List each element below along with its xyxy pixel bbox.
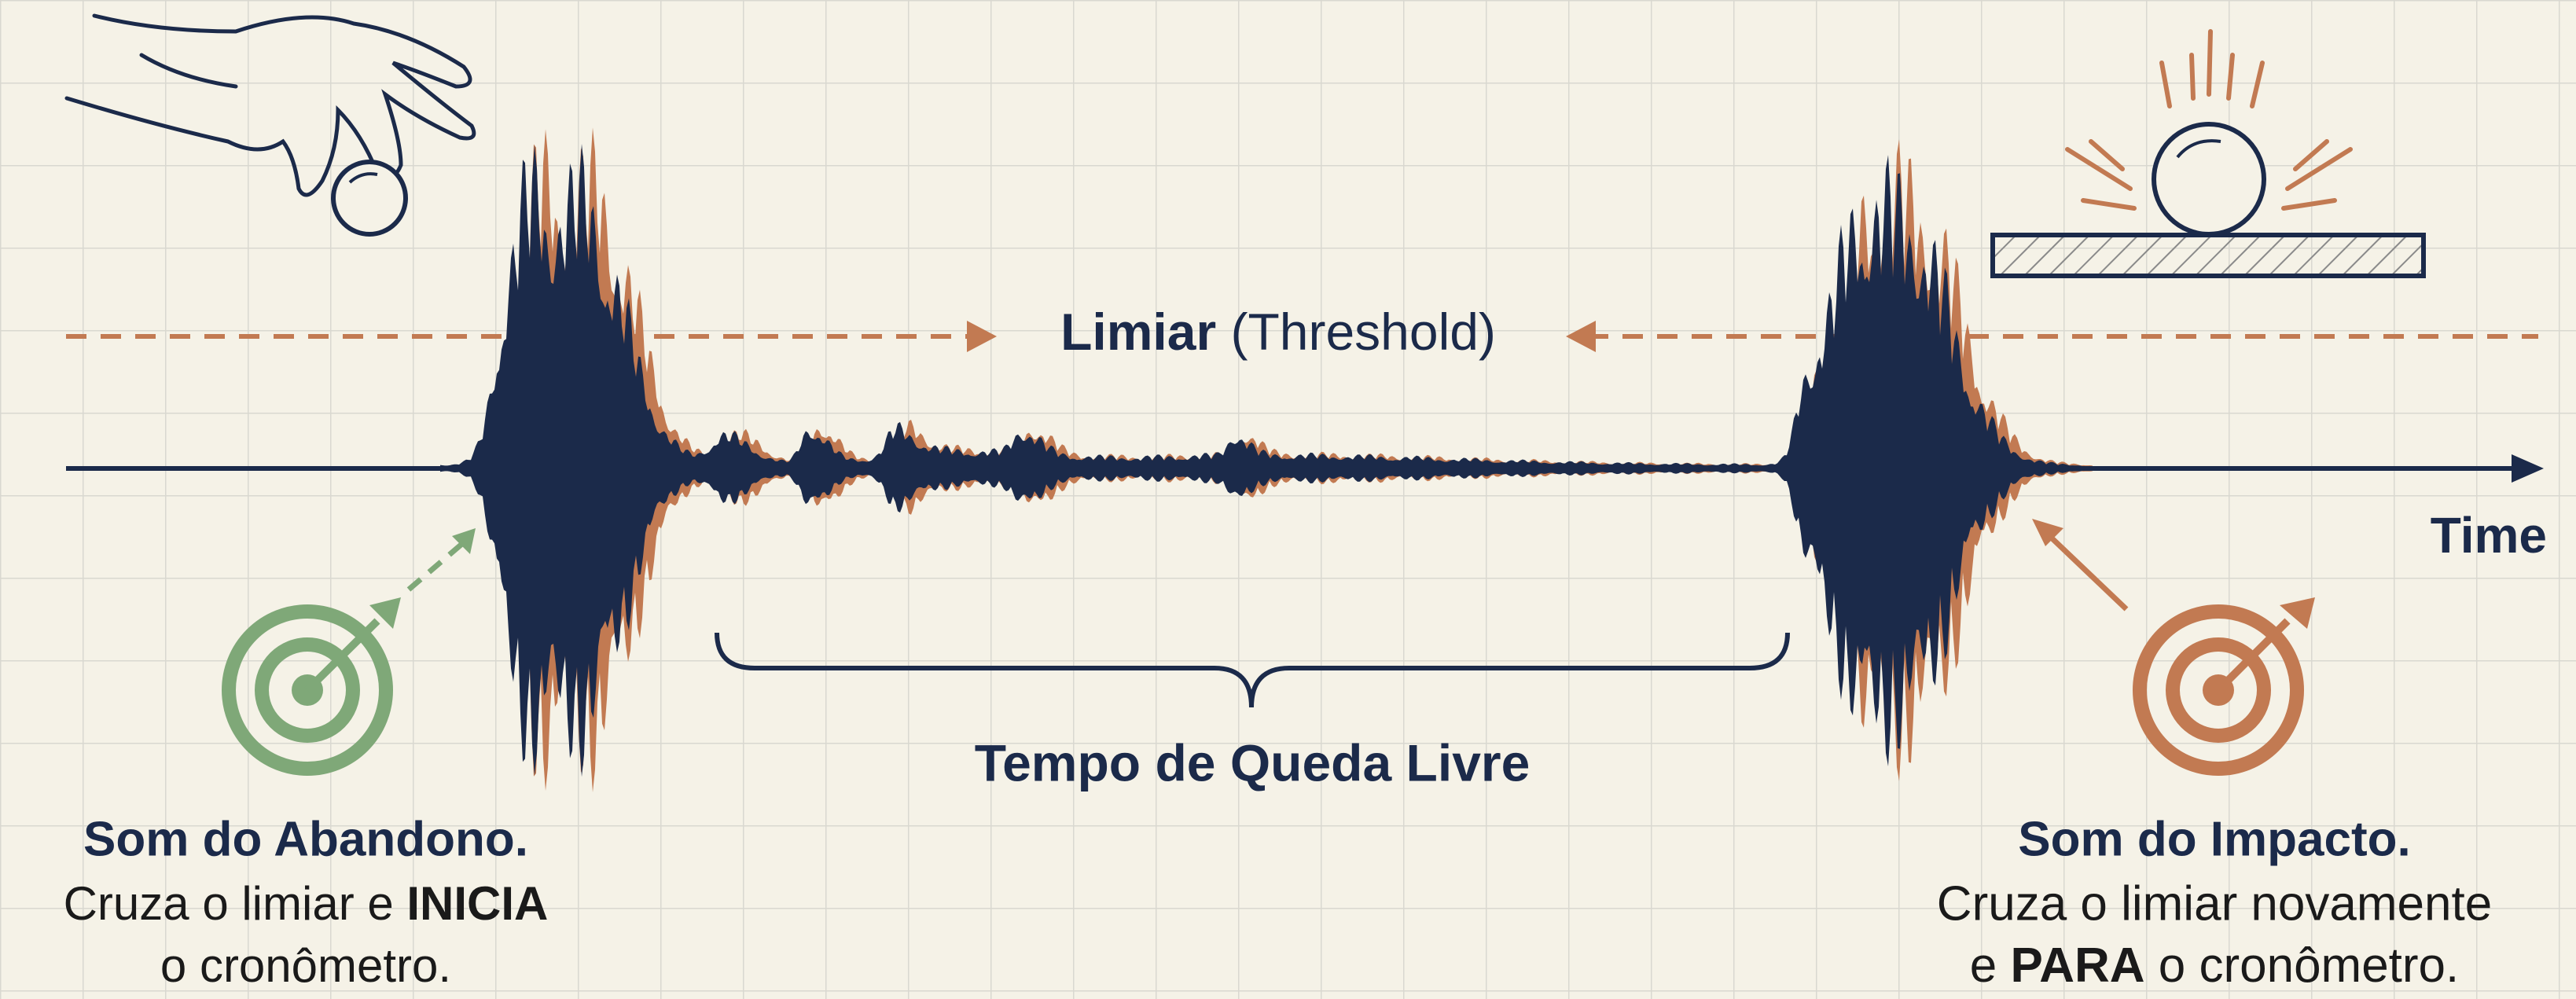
start-action: INICIA xyxy=(406,877,548,930)
impact-icon xyxy=(1990,29,2426,278)
end-prefix: e xyxy=(1970,938,1997,993)
start-line2: o cronômetro. xyxy=(160,939,451,992)
wave-main xyxy=(440,144,2082,777)
time-axis xyxy=(66,454,2544,483)
end-line2: e PARA o cronômetro. xyxy=(1970,938,2460,993)
end-text: o cronômetro. xyxy=(2159,938,2460,993)
end-action: PARA xyxy=(2010,938,2144,993)
hand-icon xyxy=(64,13,476,197)
ball-shine xyxy=(348,172,378,184)
interval-label: Tempo de Queda Livre xyxy=(975,733,1531,791)
axis-label: Time xyxy=(2431,507,2547,564)
interval-brace xyxy=(715,632,1790,708)
end-line1: Cruza o limiar novamente xyxy=(1937,876,2492,931)
waveform xyxy=(440,127,2093,793)
threshold-label: Limiar (Threshold) xyxy=(1060,303,1496,361)
start-line1: Cruza o limiar e INICIA xyxy=(64,877,549,930)
end-target xyxy=(2032,519,2315,776)
threshold-note: (Threshold) xyxy=(1230,303,1495,361)
start-target xyxy=(222,528,476,776)
start-text: Cruza o limiar e xyxy=(64,877,394,930)
end-title: Som do Impacto. xyxy=(2018,812,2410,866)
threshold-term: Limiar xyxy=(1060,303,1216,361)
start-title: Som do Abandono. xyxy=(83,812,528,866)
